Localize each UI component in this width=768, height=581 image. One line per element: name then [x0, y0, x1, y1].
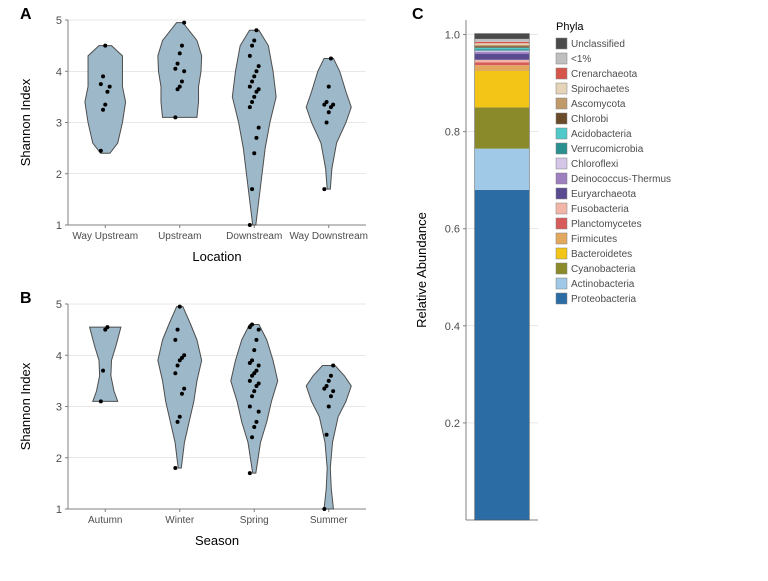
bar-segment [475, 39, 530, 42]
legend-swatch [556, 98, 567, 109]
legend-label: Planctomycetes [571, 219, 642, 230]
legend-label: Euryarchaeota [571, 189, 636, 200]
legend-label: <1% [571, 54, 591, 65]
stacked-bar-panel: 0.2 0.4 0.6 0.8 1.0 Relative Abundance Phyla Un… [414, 20, 671, 520]
violin-shape [85, 46, 126, 154]
svg-text:0.4: 0.4 [445, 321, 460, 333]
bar-segment [475, 107, 530, 148]
svg-text:5: 5 [56, 15, 62, 27]
svg-text:Autumn: Autumn [88, 515, 122, 526]
legend-label: Unclassified [571, 39, 625, 50]
violin-panel: 1 2 3 4 5 Autumn Winter Spring Summer Shannon Ind… [18, 299, 366, 548]
legend-swatch [556, 218, 567, 229]
bar-segment [475, 48, 530, 49]
svg-text:Summer: Summer [310, 515, 348, 526]
legend-label: Spirochaetes [571, 84, 629, 95]
legend-label: Deinococcus-Thermus [571, 174, 671, 185]
legend-swatch [556, 143, 567, 154]
svg-text:1: 1 [56, 220, 62, 232]
svg-text:3: 3 [56, 402, 62, 414]
legend-label: Ascomycota [571, 99, 626, 110]
y-axis-title: Shannon Index [18, 78, 33, 166]
legend-swatch [556, 83, 567, 94]
legend-swatch [556, 248, 567, 259]
legend-label: Acidobacteria [571, 129, 632, 140]
bar-segment [475, 65, 530, 71]
bar-segment [475, 52, 530, 54]
svg-text:Downstream: Downstream [226, 231, 282, 242]
svg-text:0.8: 0.8 [445, 127, 460, 139]
x-axis-title: Location [192, 249, 241, 264]
bar-segment [475, 54, 530, 60]
svg-text:Way Downstream: Way Downstream [289, 231, 368, 242]
svg-text:Spring: Spring [240, 515, 269, 526]
legend-label: Actinobacteria [571, 279, 635, 290]
bar-segment [475, 34, 530, 39]
legend-label: Cyanobacteria [571, 264, 636, 275]
bar-segment [475, 149, 530, 190]
legend-swatch [556, 233, 567, 244]
svg-text:4: 4 [56, 66, 62, 78]
legend-swatch [556, 113, 567, 124]
bar-segment [475, 45, 530, 46]
bar-segment [475, 46, 530, 47]
x-axis-title: Season [195, 533, 239, 548]
violin-panel: 1 2 3 4 5 Way Upstream Upstream Downstream Way D… [18, 15, 368, 264]
bar-segment [475, 49, 530, 50]
figure-canvas: 1 2 3 4 5 Way Upstream Upstream Downstream Way D… [0, 0, 768, 581]
legend-label: Verrucomicrobia [571, 144, 644, 155]
legend-label: Firmicutes [571, 234, 617, 245]
svg-text:Upstream: Upstream [158, 231, 201, 242]
legend-label: Chlorobi [571, 114, 608, 125]
bar-segment [475, 62, 530, 65]
legend-label: Crenarchaeota [571, 69, 638, 80]
svg-text:Way Upstream: Way Upstream [72, 231, 138, 242]
svg-text:2: 2 [56, 169, 62, 181]
legend-swatch [556, 293, 567, 304]
svg-text:2: 2 [56, 453, 62, 465]
svg-text:1.0: 1.0 [445, 30, 460, 42]
legend-swatch [556, 53, 567, 64]
legend: Phyla Unclassified <1% Crenarchaeota Spiroch… [556, 21, 671, 305]
svg-text:0.2: 0.2 [445, 418, 460, 430]
legend-label: Chloroflexi [571, 159, 618, 170]
bar-segment [475, 71, 530, 107]
legend-swatch [556, 188, 567, 199]
legend-swatch [556, 128, 567, 139]
legend-title: Phyla [556, 21, 584, 33]
legend-swatch [556, 38, 567, 49]
legend-swatch [556, 68, 567, 79]
svg-text:4: 4 [56, 350, 62, 362]
bar-segment [475, 51, 530, 52]
legend-swatch [556, 263, 567, 274]
bar-segment [475, 43, 530, 44]
legend-swatch [556, 278, 567, 289]
svg-text:3: 3 [56, 118, 62, 130]
legend-label: Proteobacteria [571, 294, 636, 305]
legend-swatch [556, 173, 567, 184]
svg-text:0.6: 0.6 [445, 224, 460, 236]
legend-swatch [556, 158, 567, 169]
bar-segment [475, 60, 530, 62]
bar-segment [475, 190, 530, 520]
legend-label: Bacteroidetes [571, 249, 632, 260]
svg-text:1: 1 [56, 504, 62, 516]
y-axis-title: Shannon Index [18, 362, 33, 450]
svg-text:Winter: Winter [165, 515, 195, 526]
bar-segment [475, 42, 530, 43]
svg-text:5: 5 [56, 299, 62, 311]
legend-swatch [556, 203, 567, 214]
legend-label: Fusobacteria [571, 204, 629, 215]
y-axis-title: Relative Abundance [414, 212, 429, 328]
